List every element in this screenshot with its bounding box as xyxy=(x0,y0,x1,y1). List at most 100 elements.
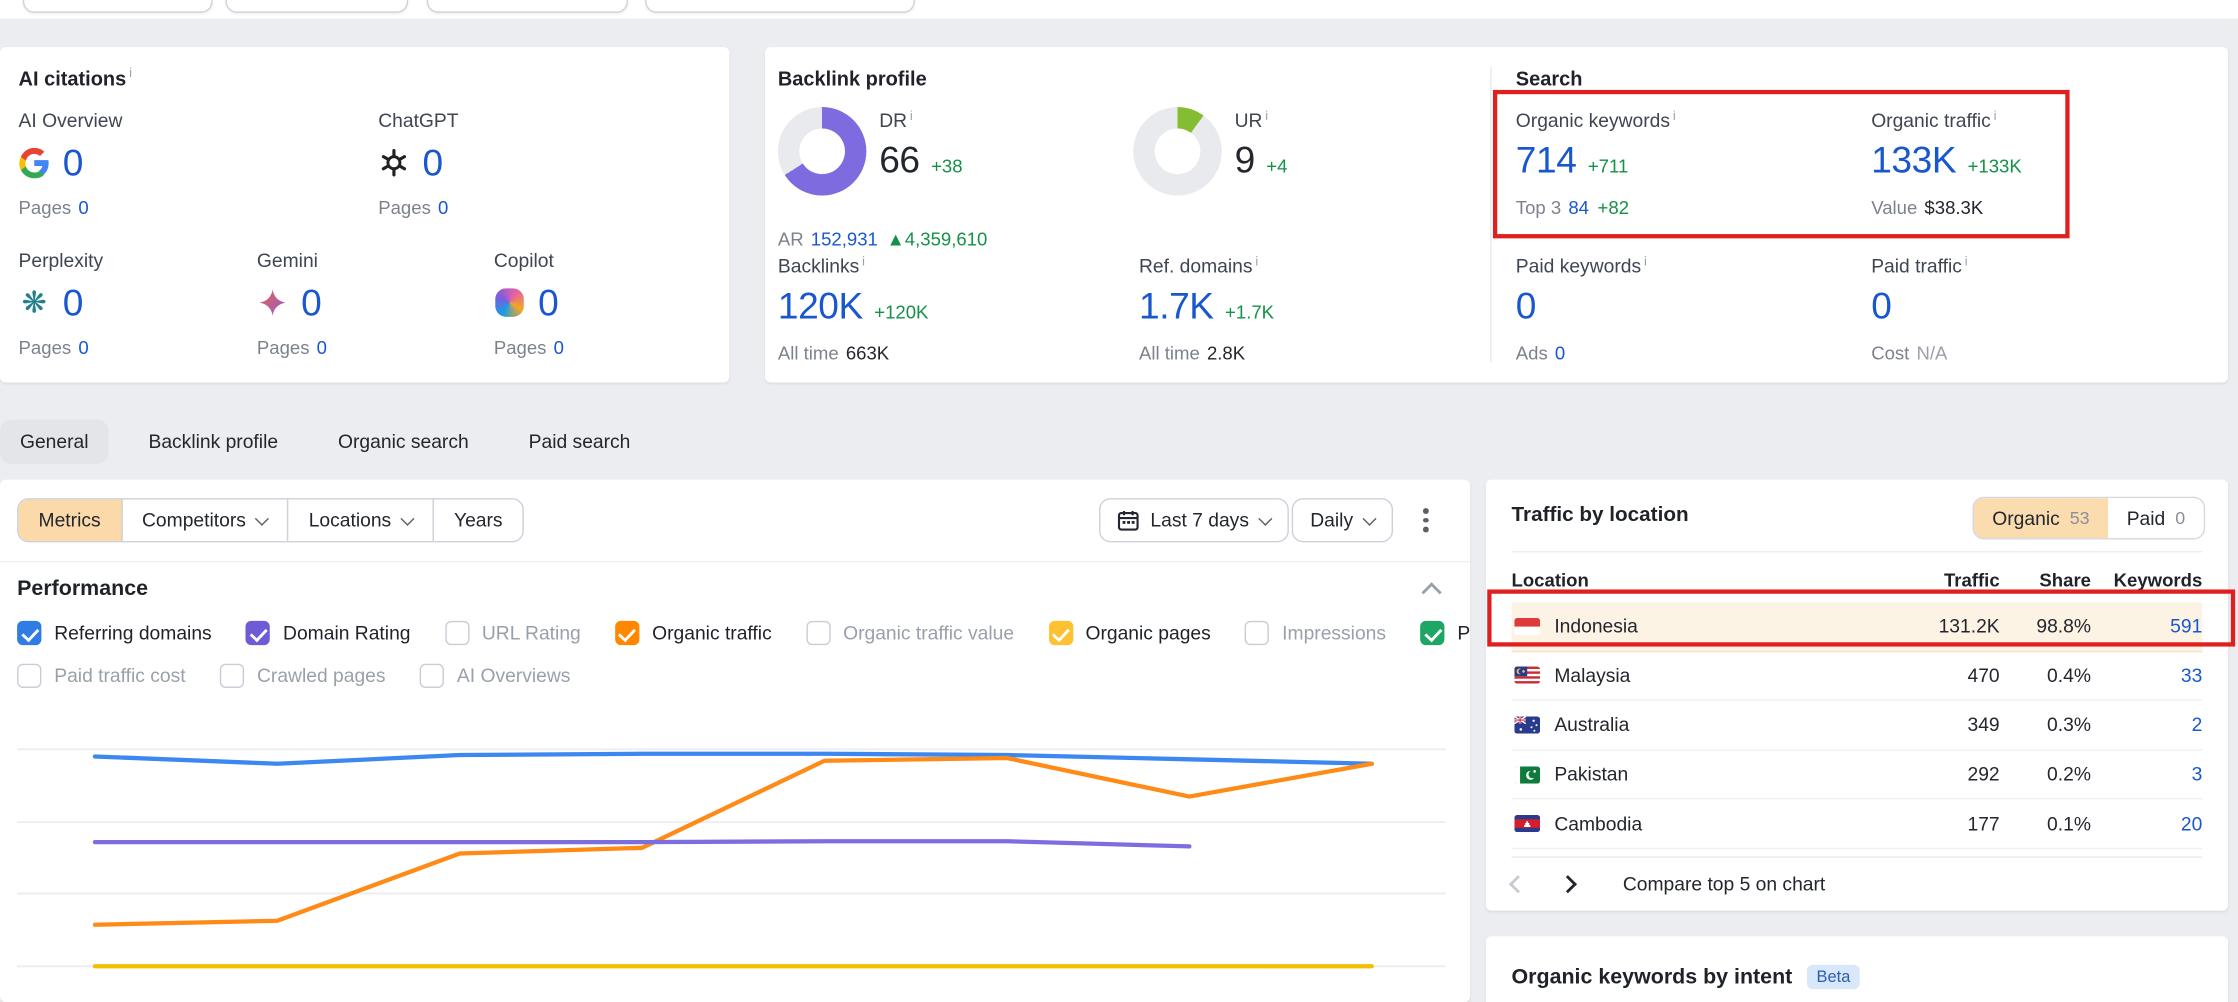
share-value: 0.4% xyxy=(2047,664,2091,687)
prev-page-chevron-icon[interactable] xyxy=(1508,875,1528,894)
ai-citations-title: AI citations i xyxy=(18,65,132,90)
location-row-indonesia[interactable]: Indonesia 131.2K 98.8% 591 xyxy=(1511,602,2203,652)
toolbar-field[interactable] xyxy=(225,0,409,13)
segment-years[interactable]: Years xyxy=(453,509,503,531)
checkbox-box[interactable] xyxy=(615,620,640,646)
checkbox-box[interactable] xyxy=(1420,620,1445,646)
search-title: Search xyxy=(1515,67,1583,90)
info-icon: i xyxy=(1993,108,1997,123)
pages-label: Pages xyxy=(493,336,547,359)
ai-source-label: AI Overview xyxy=(18,109,123,132)
checkbox-box[interactable] xyxy=(17,663,42,688)
chevron-down-icon xyxy=(1362,511,1377,526)
pages-value-link[interactable]: 0 xyxy=(438,196,449,219)
ref-domains-metric: Ref. domains i 1.7K +1.7K All time 2.8K xyxy=(1138,254,1275,364)
paid-traffic-value[interactable]: 0 xyxy=(1871,284,1892,327)
ai-source-label: Copilot xyxy=(493,249,554,272)
ur-delta: +4 xyxy=(1266,155,1288,177)
cambodia-flag-icon xyxy=(1514,815,1541,833)
keywords-link[interactable]: 2 xyxy=(2191,714,2203,736)
ref-domains-value[interactable]: 1.7K xyxy=(1138,284,1214,327)
top3-link[interactable]: 84 xyxy=(1568,196,1589,218)
toolbar-field[interactable] xyxy=(22,0,213,13)
organic-keywords-value[interactable]: 714 xyxy=(1515,138,1577,182)
chart-line-organic-traffic xyxy=(92,755,1374,927)
location-row-pakistan[interactable]: Pakistan 292 0.2% 3 xyxy=(1511,750,2203,800)
paid-toggle-button[interactable]: Paid 0 xyxy=(2108,498,2204,539)
ar-value-link[interactable]: 152,931 xyxy=(810,228,878,250)
location-table-header: Location Traffic Share Keywords xyxy=(1511,568,2203,591)
info-icon: i xyxy=(1964,254,1968,269)
performance-line-chart xyxy=(17,748,1446,969)
more-options-button[interactable] xyxy=(1407,498,1444,542)
ai-citations-value: 0 xyxy=(538,280,559,324)
tab-organic-search[interactable]: Organic search xyxy=(338,431,469,453)
ur-donut-chart xyxy=(1133,107,1222,196)
keywords-link[interactable]: 591 xyxy=(2170,615,2203,637)
organic-toggle-button[interactable]: Organic 53 xyxy=(1973,498,2109,539)
checkbox-paid-traffic[interactable]: Paid traffic xyxy=(1420,620,1470,646)
checkbox-box[interactable] xyxy=(17,620,42,646)
checkbox-box[interactable] xyxy=(805,620,831,646)
location-row-australia[interactable]: Australia 349 0.3% 2 xyxy=(1511,701,2203,751)
ads-link[interactable]: 0 xyxy=(1554,341,1566,364)
checkbox-paid-traffic-cost[interactable]: Paid traffic cost xyxy=(17,663,186,688)
location-name: Australia xyxy=(1554,714,1630,736)
compare-top5-label[interactable]: Compare top 5 on chart xyxy=(1622,873,1826,895)
tab-backlink-profile[interactable]: Backlink profile xyxy=(148,431,279,453)
location-row-cambodia[interactable]: Cambodia 177 0.1% 20 xyxy=(1511,800,2203,850)
checkbox-referring-domains[interactable]: Referring domains xyxy=(17,620,212,646)
next-page-chevron-icon[interactable] xyxy=(1558,875,1577,894)
ur-metric: UR i 9 +4 xyxy=(1234,108,1288,182)
location-name: Cambodia xyxy=(1554,813,1643,835)
tab-general[interactable]: General xyxy=(0,419,109,464)
keywords-link[interactable]: 33 xyxy=(2180,664,2203,687)
checkbox-domain-rating[interactable]: Domain Rating xyxy=(245,620,411,646)
backlink-search-card: Backlink profile DR i 66 +38 AR 152,931 ▲4,3… xyxy=(765,47,2229,383)
toolbar-field[interactable] xyxy=(645,0,915,13)
pages-value-link[interactable]: 0 xyxy=(78,196,89,219)
checkbox-box[interactable] xyxy=(444,620,470,646)
toolbar-field[interactable] xyxy=(426,0,629,13)
date-range-button[interactable]: Last 7 days xyxy=(1099,498,1289,543)
segment-locations[interactable]: Locations xyxy=(289,499,435,541)
checkbox-organic-traffic-value[interactable]: Organic traffic value xyxy=(805,620,1014,646)
overview-chart-card: Metrics Competitors Locations Years Last 7 … xyxy=(0,479,1471,1002)
checkbox-organic-traffic[interactable]: Organic traffic xyxy=(615,620,772,646)
checkbox-organic-pages[interactable]: Organic pages xyxy=(1048,620,1211,646)
keywords-link[interactable]: 20 xyxy=(2180,813,2203,835)
info-icon: i xyxy=(129,65,132,80)
checkbox-box[interactable] xyxy=(245,620,271,646)
ai-citation-item: ChatGPT 0 Pages 0 xyxy=(378,110,458,218)
pages-value-link[interactable]: 0 xyxy=(316,336,328,359)
checkbox-box[interactable] xyxy=(1048,620,1073,646)
checkbox-box[interactable] xyxy=(419,663,445,688)
location-name: Indonesia xyxy=(1554,615,1638,637)
checkbox-crawled-pages[interactable]: Crawled pages xyxy=(219,663,386,688)
organic-traffic-value[interactable]: 133K xyxy=(1871,138,1957,182)
location-pager: Compare top 5 on chart xyxy=(1508,856,2203,910)
granularity-button[interactable]: Daily xyxy=(1291,498,1394,543)
checkbox-url-rating[interactable]: URL Rating xyxy=(444,620,581,646)
traffic-value: 470 xyxy=(1967,664,2000,687)
segment-metrics[interactable]: Metrics xyxy=(18,499,123,541)
paid-keywords-value[interactable]: 0 xyxy=(1515,284,1537,327)
location-table-body: Indonesia 131.2K 98.8% 591 Malaysia 470 0.4% 33… xyxy=(1511,602,2203,850)
collapse-chevron-up-icon[interactable] xyxy=(1421,582,1442,603)
pages-value-link[interactable]: 0 xyxy=(553,336,564,359)
share-value: 98.8% xyxy=(2036,615,2091,637)
info-icon: i xyxy=(1265,108,1269,123)
tab-paid-search[interactable]: Paid search xyxy=(528,431,631,453)
checkbox-impressions[interactable]: Impressions xyxy=(1245,620,1386,646)
checkbox-ai-overviews[interactable]: AI Overviews xyxy=(419,663,570,688)
segment-competitors[interactable]: Competitors xyxy=(122,499,289,541)
traffic-value: 349 xyxy=(1967,714,2000,736)
chevron-down-icon xyxy=(400,511,415,526)
checkbox-box[interactable] xyxy=(219,663,245,688)
backlinks-value[interactable]: 120K xyxy=(777,284,863,327)
location-row-malaysia[interactable]: Malaysia 470 0.4% 33 xyxy=(1511,652,2203,702)
keywords-link[interactable]: 3 xyxy=(2191,763,2203,786)
pages-value-link[interactable]: 0 xyxy=(78,336,89,359)
checkbox-box[interactable] xyxy=(1245,620,1270,646)
backlink-profile-title: Backlink profile xyxy=(777,67,927,90)
